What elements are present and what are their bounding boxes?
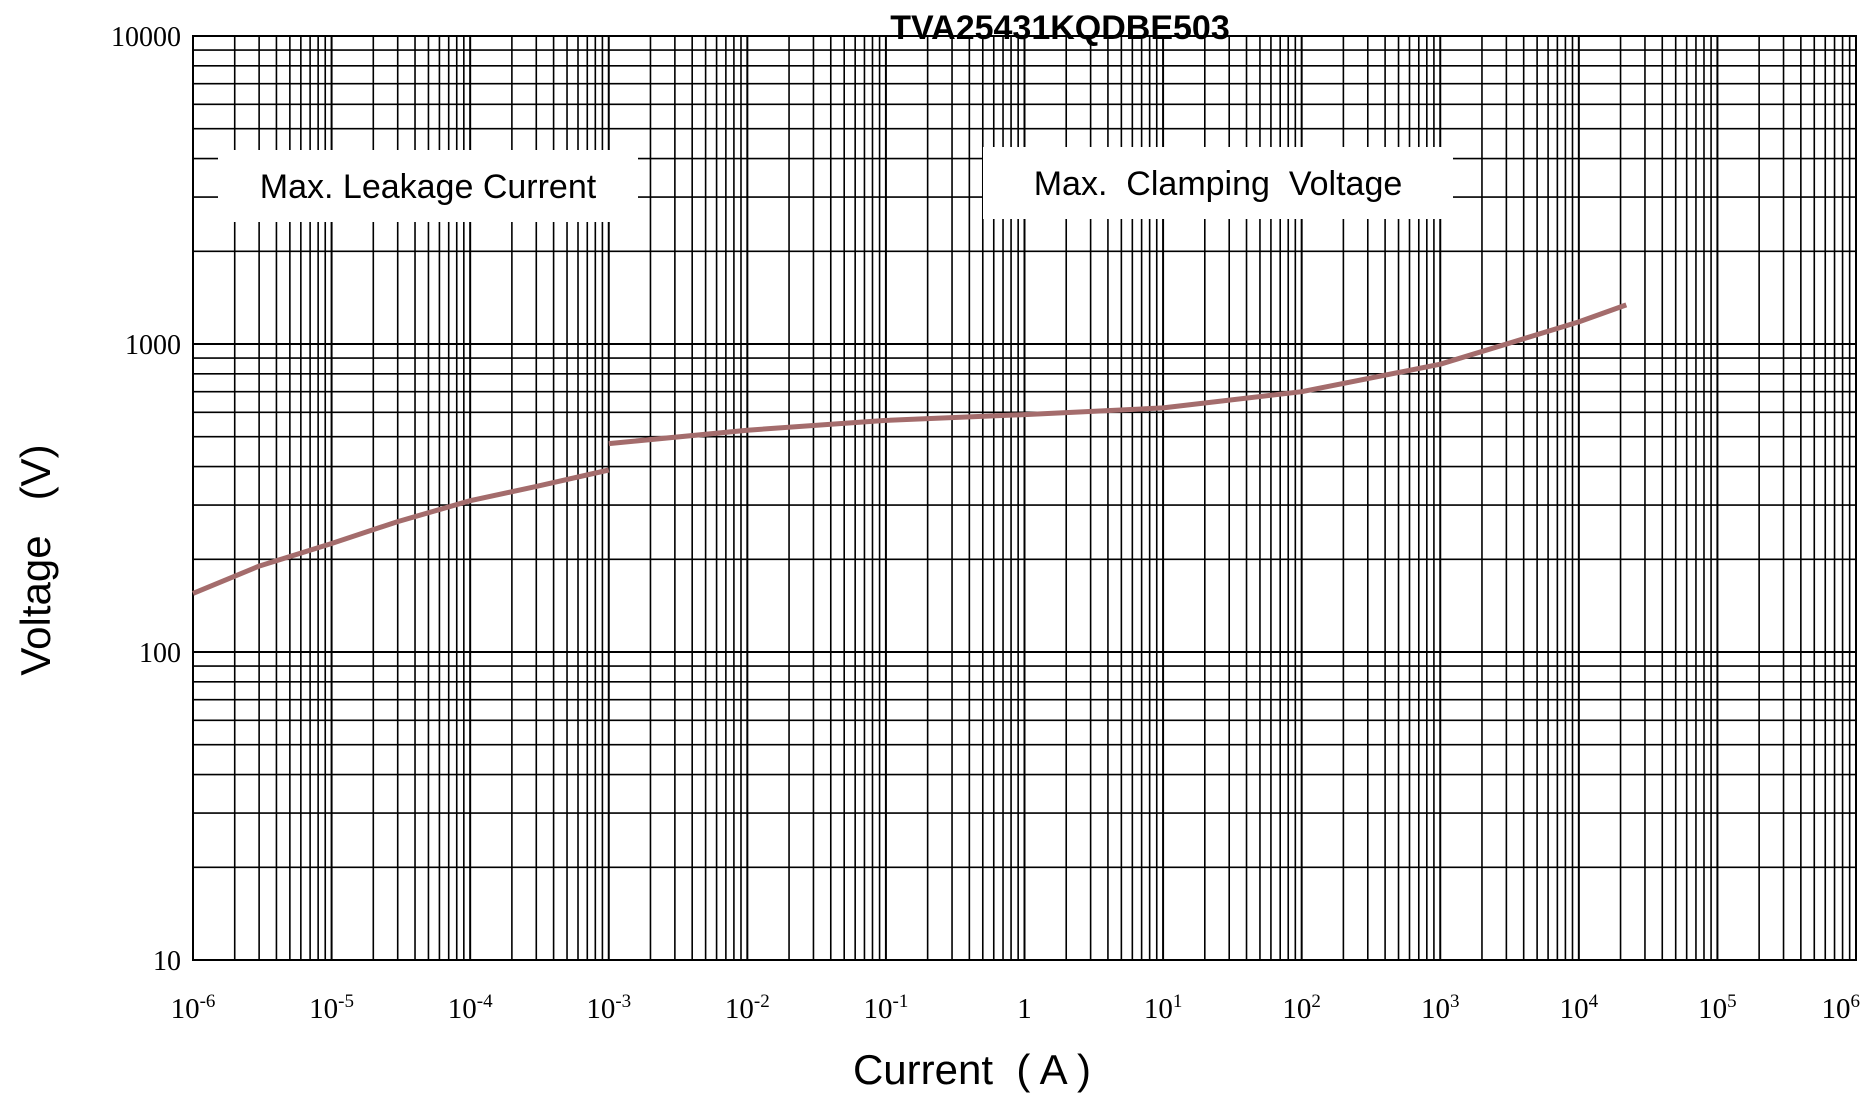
x-tick-label: 10-1 — [864, 991, 909, 1025]
x-tick-label: 104 — [1560, 991, 1599, 1025]
annotation-backgrounds — [218, 147, 1453, 222]
x-tick-label: 10-6 — [171, 991, 216, 1025]
y-tick-label: 1000 — [125, 330, 181, 361]
x-tick-label: 103 — [1421, 991, 1460, 1025]
annotation-max-clamping-voltage: Max. Clamping Voltage — [1034, 165, 1403, 203]
series-layer — [192, 302, 1628, 596]
x-tick-label: 10-5 — [309, 991, 354, 1025]
x-tick-label: 1 — [1017, 993, 1032, 1025]
annotation-max-leakage-current: Max. Leakage Current — [260, 168, 597, 206]
y-tick-labels: 10 100 1000 10000 — [111, 22, 181, 977]
annotation-background — [218, 150, 638, 222]
x-tick-label: 10-2 — [725, 991, 770, 1025]
y-tick-label: 10000 — [111, 22, 181, 53]
y-tick-label: 100 — [139, 638, 181, 669]
x-tick-label: 105 — [1698, 991, 1737, 1025]
y-tick-label: 10 — [153, 946, 181, 977]
x-axis-title: Current ( A ) — [853, 1046, 1091, 1093]
x-tick-label: 102 — [1282, 991, 1321, 1025]
annotation-background — [983, 147, 1453, 219]
x-tick-label: 10-4 — [448, 991, 493, 1025]
plot-frame — [192, 35, 1857, 961]
series-line-segment — [608, 302, 1628, 447]
x-tick-label: 10-3 — [586, 991, 631, 1025]
y-axis-title: Voltage (V) — [12, 444, 59, 675]
x-tick-label: 101 — [1144, 991, 1183, 1025]
series-line-segment — [192, 467, 610, 596]
x-tick-label: 106 — [1822, 991, 1861, 1025]
chart-title: TVA25431KQDBE503 — [890, 9, 1230, 47]
x-tick-labels: 10-6 10-5 10-4 10-3 10-2 10-1 1 101 102 103 104 105… — [171, 991, 1860, 1025]
